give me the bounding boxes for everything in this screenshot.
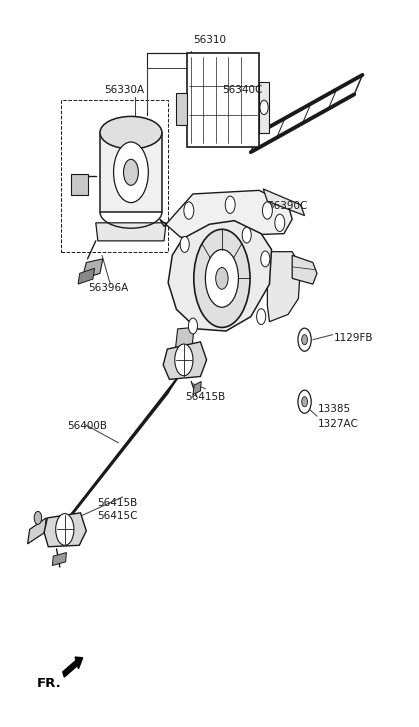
- Circle shape: [205, 249, 238, 308]
- Text: 56390C: 56390C: [267, 201, 308, 212]
- Circle shape: [184, 202, 194, 220]
- Polygon shape: [28, 518, 46, 544]
- Polygon shape: [44, 513, 86, 547]
- Polygon shape: [163, 342, 207, 379]
- Circle shape: [194, 229, 250, 327]
- Circle shape: [261, 251, 270, 267]
- Text: 56340C: 56340C: [222, 85, 262, 95]
- Circle shape: [298, 390, 311, 413]
- Circle shape: [242, 227, 251, 243]
- Polygon shape: [71, 174, 88, 196]
- Polygon shape: [176, 93, 187, 126]
- Circle shape: [216, 268, 228, 289]
- Polygon shape: [52, 553, 67, 566]
- Circle shape: [262, 202, 272, 220]
- Circle shape: [225, 196, 235, 214]
- Polygon shape: [82, 259, 103, 279]
- Polygon shape: [263, 189, 305, 216]
- Text: 56400B: 56400B: [67, 421, 107, 431]
- Circle shape: [256, 309, 266, 324]
- Circle shape: [56, 513, 74, 545]
- Text: 56415B: 56415B: [98, 498, 138, 507]
- Circle shape: [34, 511, 41, 524]
- FancyArrow shape: [63, 657, 83, 677]
- Polygon shape: [187, 53, 259, 147]
- Text: FR.: FR.: [37, 677, 62, 690]
- Circle shape: [124, 159, 138, 185]
- Polygon shape: [292, 255, 317, 284]
- Polygon shape: [267, 252, 300, 321]
- Polygon shape: [193, 382, 201, 395]
- Text: 56330A: 56330A: [105, 85, 145, 95]
- Polygon shape: [100, 132, 162, 212]
- Polygon shape: [160, 190, 292, 237]
- Text: 56396A: 56396A: [88, 283, 128, 293]
- Polygon shape: [78, 268, 95, 284]
- Circle shape: [275, 214, 285, 231]
- Polygon shape: [96, 222, 166, 241]
- Circle shape: [260, 100, 268, 115]
- Text: 56415B: 56415B: [185, 392, 225, 401]
- Text: 56415C: 56415C: [98, 511, 138, 521]
- Circle shape: [302, 334, 308, 345]
- Text: 56310: 56310: [193, 35, 226, 44]
- Polygon shape: [176, 327, 194, 348]
- Circle shape: [180, 236, 189, 252]
- Circle shape: [114, 142, 148, 203]
- Circle shape: [189, 318, 197, 334]
- Text: 1129FB: 1129FB: [334, 333, 373, 343]
- Text: 13385: 13385: [318, 404, 351, 414]
- Ellipse shape: [100, 116, 162, 149]
- Polygon shape: [259, 82, 269, 132]
- Text: 1327AC: 1327AC: [318, 419, 359, 429]
- Circle shape: [298, 328, 311, 351]
- Circle shape: [302, 397, 308, 407]
- Circle shape: [175, 344, 193, 376]
- Polygon shape: [168, 221, 272, 331]
